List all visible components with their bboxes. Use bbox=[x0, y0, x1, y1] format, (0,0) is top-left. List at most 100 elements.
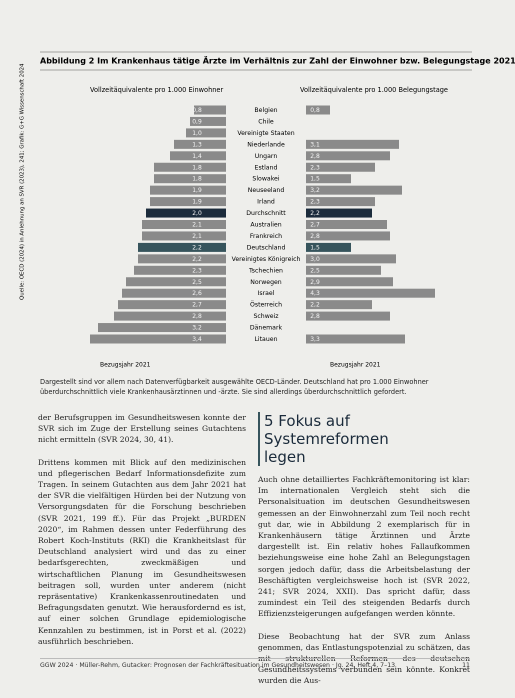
caption: Dargestellt sind vor allem nach Datenver… bbox=[40, 378, 429, 396]
bar bbox=[114, 311, 226, 321]
bar bbox=[138, 254, 226, 264]
value-label: 2,1 bbox=[192, 222, 202, 229]
bar bbox=[306, 288, 435, 298]
value-label: 2,2 bbox=[192, 244, 202, 251]
bar bbox=[170, 151, 226, 161]
category-label: Litauen bbox=[254, 336, 277, 343]
bar bbox=[174, 139, 226, 149]
bar bbox=[150, 197, 226, 207]
category-label: Australien bbox=[250, 222, 281, 229]
value-label: 3,0 bbox=[310, 256, 320, 263]
value-label: 2,3 bbox=[192, 267, 202, 274]
page-number: 11 bbox=[462, 662, 470, 669]
category-label: Vereinigte Staaten bbox=[237, 130, 294, 137]
value-label: 4,3 bbox=[310, 290, 320, 297]
value-label: 1,5 bbox=[310, 176, 320, 183]
bar bbox=[146, 208, 226, 218]
bar bbox=[306, 300, 372, 310]
value-label: 2,9 bbox=[310, 279, 320, 286]
category-label: Durchschnitt bbox=[246, 210, 286, 217]
series-title: Vollzeitäquivalente pro 1.000 Belegungst… bbox=[300, 86, 448, 94]
value-label: 0,8 bbox=[310, 107, 320, 114]
series-title: Vollzeitäquivalente pro 1.000 Einwohner bbox=[90, 86, 223, 94]
value-label: 1,5 bbox=[310, 244, 320, 251]
value-label: 2,5 bbox=[192, 279, 202, 286]
left-column: der Berufsgruppen im Gesundheitswesen ko… bbox=[38, 412, 246, 658]
value-label: 2,3 bbox=[310, 164, 320, 171]
value-label: 2,8 bbox=[310, 313, 320, 320]
value-label: 2,7 bbox=[310, 222, 320, 229]
value-label: 1,8 bbox=[192, 164, 202, 171]
bar bbox=[306, 208, 372, 218]
bar bbox=[306, 174, 351, 184]
category-label: Belgien bbox=[254, 107, 277, 114]
bar bbox=[306, 265, 381, 275]
value-label: 0,8 bbox=[192, 107, 202, 114]
bar bbox=[90, 334, 226, 344]
category-label: Norwegen bbox=[250, 279, 282, 286]
value-label: 3,2 bbox=[192, 325, 202, 332]
source: Quelle: OECD (2024) in Anlehnung an SVR … bbox=[20, 63, 26, 300]
bar bbox=[142, 220, 226, 229]
value-label: 1,0 bbox=[192, 130, 202, 137]
value-label: 2,2 bbox=[310, 302, 320, 309]
figure: Abbildung 2 Im Krankenhaus tätige Ärzte … bbox=[20, 51, 515, 369]
bar bbox=[306, 105, 330, 115]
value-label: 2,2 bbox=[310, 210, 320, 217]
value-label: 0,9 bbox=[192, 118, 202, 125]
category-label: Deutschland bbox=[247, 244, 286, 251]
category-label: Chile bbox=[258, 118, 274, 125]
footer: GGW 2024 · Müller-Rehm, Gutacker: Progno… bbox=[40, 658, 470, 669]
category-label: Niederlande bbox=[247, 141, 285, 148]
bar bbox=[134, 265, 226, 275]
category-label: Ungarn bbox=[255, 153, 278, 160]
bar bbox=[306, 197, 375, 207]
category-label: Israel bbox=[258, 290, 275, 297]
value-label: 1,9 bbox=[192, 199, 202, 206]
value-label: 1,3 bbox=[192, 141, 202, 148]
bar bbox=[306, 334, 405, 344]
value-label: 2,6 bbox=[192, 290, 202, 297]
footer-text: GGW 2024 · Müller-Rehm, Gutacker: Progno… bbox=[40, 662, 396, 669]
bar bbox=[118, 300, 226, 310]
bar bbox=[138, 242, 226, 252]
reference-year: Bezugsjahr 2021 bbox=[330, 362, 381, 369]
category-label: Slowakei bbox=[252, 176, 279, 183]
value-label: 2,5 bbox=[310, 267, 320, 274]
bar bbox=[186, 128, 226, 138]
value-label: 2,2 bbox=[192, 256, 202, 263]
bar bbox=[306, 162, 375, 172]
value-label: 2,7 bbox=[192, 302, 202, 309]
bar bbox=[122, 288, 226, 298]
right-column: 5 Fokus auf Systemreformen legen Auch oh… bbox=[258, 412, 470, 698]
bar bbox=[306, 242, 351, 252]
value-label: 2,8 bbox=[192, 313, 202, 320]
value-label: 2,0 bbox=[192, 210, 202, 217]
category-label: Dänemark bbox=[250, 325, 283, 332]
category-label: Estland bbox=[255, 164, 278, 171]
bar bbox=[194, 105, 226, 115]
bar bbox=[150, 185, 226, 195]
category-label: Schweiz bbox=[253, 313, 278, 320]
value-label: 2,8 bbox=[310, 233, 320, 240]
bar bbox=[306, 139, 399, 149]
bar bbox=[154, 162, 226, 172]
paragraph: der Berufsgruppen im Gesundheitswesen ko… bbox=[38, 413, 246, 445]
bar bbox=[190, 116, 226, 126]
value-label: 3,2 bbox=[310, 187, 320, 194]
bar bbox=[126, 277, 226, 287]
value-label: 2,8 bbox=[310, 153, 320, 160]
value-label: 2,3 bbox=[310, 199, 320, 206]
bar bbox=[306, 185, 402, 195]
category-label: Neuseeland bbox=[248, 187, 285, 194]
value-label: 3,1 bbox=[310, 141, 320, 148]
section-heading: 5 Fokus auf Systemreformen legen bbox=[258, 412, 414, 466]
bar bbox=[306, 277, 393, 287]
bar bbox=[306, 231, 390, 241]
bar bbox=[306, 311, 390, 321]
value-label: 1,8 bbox=[192, 176, 202, 183]
bar bbox=[142, 231, 226, 241]
paragraph: Auch ohne detailliertes Fachkräftemonito… bbox=[258, 475, 470, 619]
category-label: Vereinigtes Königreich bbox=[232, 256, 301, 263]
